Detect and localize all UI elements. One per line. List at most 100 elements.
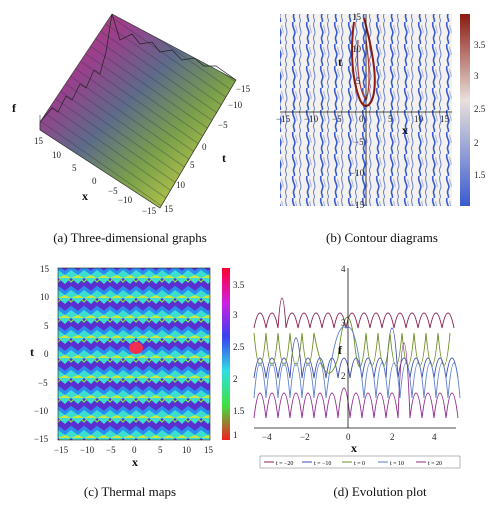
curve-t-0 (253, 316, 451, 374)
t-tick: 15 (164, 204, 174, 214)
colorbar-tick: 3 (233, 310, 238, 320)
x-tick: −4 (262, 432, 272, 442)
x-tick: 10 (52, 150, 62, 160)
t-tick-labels: −15 −10 −5 0 5 10 15 (164, 84, 251, 214)
y-tick: 2 (341, 371, 346, 381)
t-tick: −5 (218, 120, 228, 130)
x-tick: −15 (54, 445, 69, 455)
panel-thermal: t x 15 10 5 0 −5 −10 −15 −15 −10 −5 0 5 … (0, 258, 250, 473)
t-tick: 5 (356, 76, 361, 86)
caption-b: (b) Contour diagrams (326, 230, 438, 245)
x-tick: 5 (388, 114, 393, 124)
x-tick: 4 (432, 432, 437, 442)
colorbar-tick: 2 (233, 374, 238, 384)
colorbar-tick: 1.5 (474, 170, 486, 180)
t-tick: 0 (202, 142, 207, 152)
colorbar (460, 14, 470, 206)
axis-t-label: t (30, 345, 34, 359)
y-tick-labels: 4 3 2 (341, 264, 346, 381)
x-tick: −2 (300, 432, 310, 442)
t-tick-labels: 15 10 5 0 −5 −10 −15 (34, 264, 50, 444)
colorbar-ticks: 3.5 3 2.5 2 1.5 1 (233, 280, 245, 440)
colorbar-tick: 2 (474, 138, 479, 148)
t-tick: −10 (228, 100, 243, 110)
curve-t-20 (253, 342, 459, 419)
panel-3d-surface: f x t 15 10 5 0 −5 −10 −15 −15 −10 −5 0 … (0, 0, 260, 225)
t-tick: −10 (350, 168, 365, 178)
panel-contour: t x −15 −10 −5 0 5 10 15 15 10 5 −5 −10 … (262, 0, 497, 225)
x-tick-labels: 15 10 5 0 −5 −10 −15 (34, 136, 157, 216)
colorbar-tick: 2.5 (233, 342, 245, 352)
wave-curves (253, 297, 461, 419)
t-tick: −15 (350, 200, 365, 210)
axis-x-label: x (402, 123, 408, 137)
y-tick: 4 (341, 264, 346, 274)
axis-f-label: f (338, 343, 343, 357)
heat-field (58, 268, 210, 440)
legend-entry: t = −10 (314, 461, 331, 467)
x-tick: −10 (304, 114, 319, 124)
axis-x-label: x (351, 441, 357, 455)
x-tick: −15 (276, 114, 291, 124)
axis-t-label: t (338, 55, 342, 69)
x-tick: 15 (440, 114, 450, 124)
t-tick: −5 (354, 137, 364, 147)
panel-evolution: f x 4 3 2 −4 −2 0 2 4 t = −20 t = −10 t … (250, 258, 497, 473)
legend: t = −20 t = −10 t = 0 t = 10 t = 20 (264, 461, 442, 467)
colorbar-tick: 1 (233, 430, 238, 440)
t-tick: −15 (236, 84, 251, 94)
t-tick: 0 (44, 349, 49, 359)
legend-entry: t = 20 (428, 461, 442, 467)
x-tick: 0 (92, 176, 97, 186)
colorbar-tick: 3 (474, 71, 479, 81)
t-tick: 10 (40, 292, 50, 302)
t-tick: 10 (176, 180, 186, 190)
x-tick: 0 (132, 445, 137, 455)
x-tick: −15 (142, 206, 157, 216)
legend-entry: t = 10 (390, 461, 404, 467)
caption-a: (a) Three-dimensional graphs (53, 230, 207, 245)
t-tick: 15 (352, 12, 362, 22)
x-tick: 2 (390, 432, 395, 442)
t-tick: 10 (352, 44, 362, 54)
y-tick: 3 (341, 318, 346, 328)
x-tick: 0 (359, 114, 364, 124)
curve-t-minus-20 (253, 297, 455, 329)
curve-t-10 (253, 326, 461, 399)
surface-3d-plot: f x t 15 10 5 0 −5 −10 −15 −15 −10 −5 0 … (12, 13, 251, 216)
x-tick: 5 (72, 163, 77, 173)
thermal-map: t x 15 10 5 0 −5 −10 −15 −15 −10 −5 0 5 … (30, 264, 245, 469)
x-tick: 10 (414, 114, 424, 124)
contour-plot: t x −15 −10 −5 0 5 10 15 15 10 5 −5 −10 … (276, 12, 486, 210)
caption-d: (d) Evolution plot (333, 484, 427, 499)
t-tick: 5 (190, 160, 195, 170)
axis-t-label: t (222, 151, 226, 165)
x-tick: −5 (108, 186, 118, 196)
x-tick: −10 (118, 195, 133, 205)
legend-box (259, 455, 461, 469)
caption-c: (c) Thermal maps (83, 484, 177, 499)
t-tick: −5 (38, 378, 48, 388)
colorbar-tick: 3.5 (474, 40, 486, 50)
colorbar-tick: 1.5 (233, 406, 245, 416)
colorbar-tick: 2.5 (474, 104, 486, 114)
x-tick: 15 (204, 445, 214, 455)
x-tick: 5 (158, 445, 163, 455)
t-tick: −10 (34, 406, 49, 416)
x-tick: −5 (332, 114, 342, 124)
t-tick: −15 (34, 434, 49, 444)
x-tick: −5 (106, 445, 116, 455)
x-tick: 0 (346, 432, 351, 442)
t-tick-labels: 15 10 5 −5 −10 −15 (350, 12, 365, 210)
legend-entry: t = 0 (354, 461, 365, 467)
legend-entry: t = −20 (276, 461, 293, 467)
axis-x-label: x (132, 455, 138, 469)
axis-x-label: x (82, 189, 88, 203)
colorbar (222, 268, 230, 440)
x-tick-labels: −15 −10 −5 0 5 10 15 (276, 114, 450, 124)
t-tick: 5 (44, 321, 49, 331)
x-tick: 10 (182, 445, 192, 455)
x-tick-labels: −15 −10 −5 0 5 10 15 (54, 445, 214, 455)
t-tick: 15 (40, 264, 50, 274)
x-tick: −10 (80, 445, 95, 455)
